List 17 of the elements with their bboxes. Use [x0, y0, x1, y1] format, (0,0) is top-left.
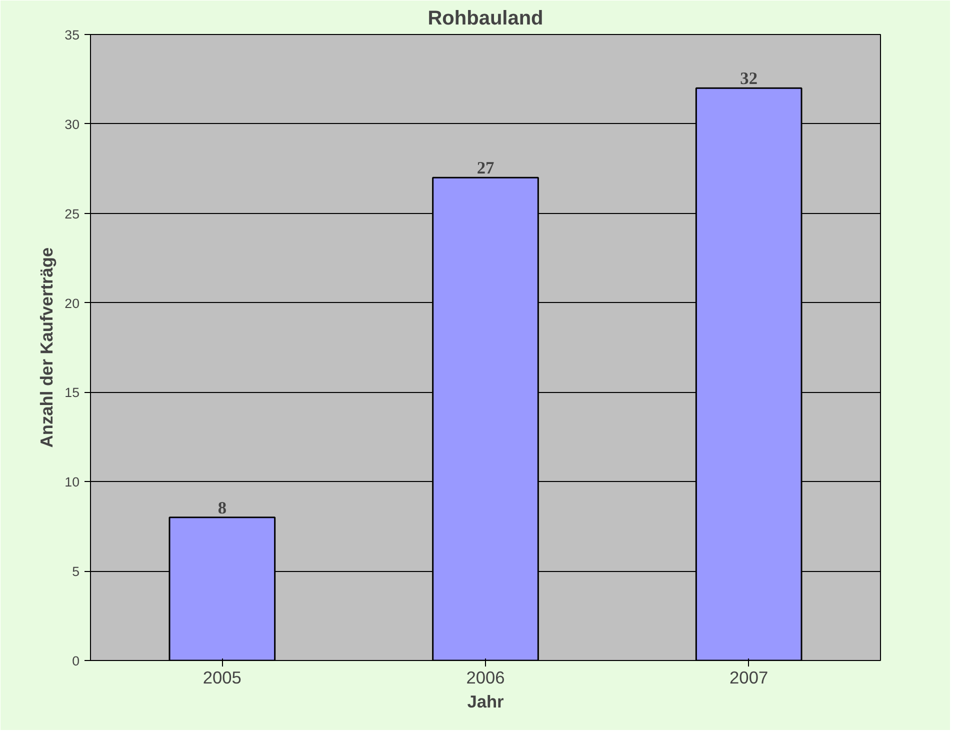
y-tick-label: 0 [72, 654, 80, 668]
x-tick-label: 2007 [730, 668, 768, 688]
y-axis-title: Anzahl der Kaufverträge [36, 246, 57, 448]
data-label: 27 [476, 158, 494, 178]
y-tick-label: 35 [64, 28, 80, 42]
y-tick-label: 20 [64, 296, 80, 311]
y-tick-label: 30 [64, 116, 80, 132]
chart-title: Rohbauland [428, 8, 544, 30]
data-label: 32 [740, 69, 758, 88]
data-label: 8 [218, 498, 227, 518]
x-axis-title: Jahr [467, 692, 504, 712]
x-tick-label: 2006 [466, 668, 505, 688]
y-tick-label: 5 [72, 564, 80, 580]
x-tick-label: 2005 [202, 668, 242, 688]
y-tick-label: 25 [64, 206, 80, 222]
y-tick-label: 15 [64, 385, 80, 400]
y-tick-label: 10 [64, 474, 80, 490]
